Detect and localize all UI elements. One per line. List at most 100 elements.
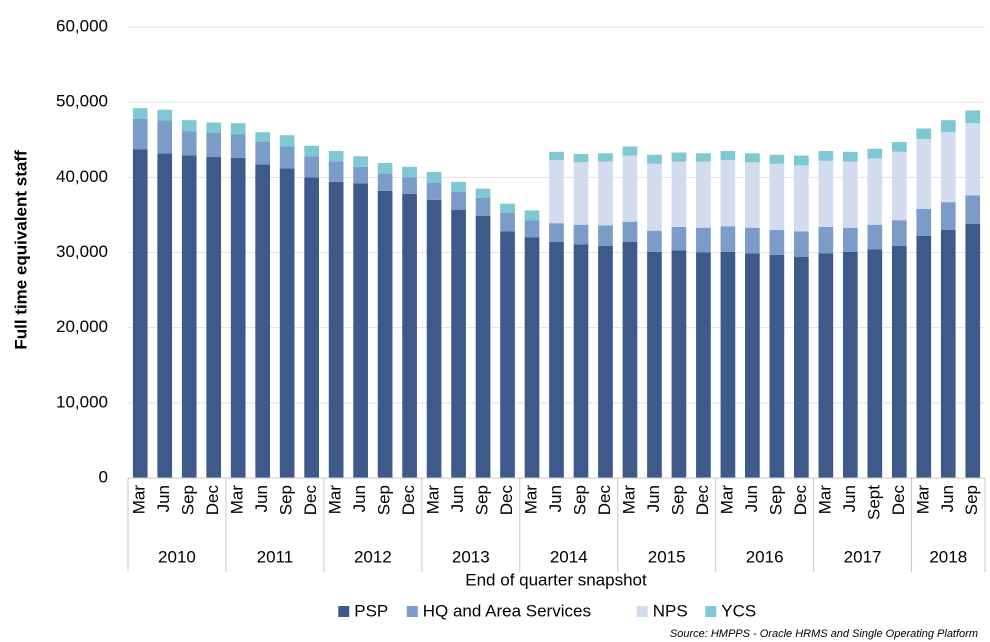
bar-segment (769, 254, 785, 478)
y-tick-label: 30,000 (56, 242, 108, 261)
bar-segment (916, 128, 932, 139)
bar-segment (867, 249, 883, 478)
x-tick-label: Mar (228, 485, 247, 515)
bar-segment (475, 188, 491, 198)
bar-segment (745, 227, 760, 254)
bar-segment (940, 120, 956, 133)
bar-segment (647, 230, 662, 252)
bar-segment (647, 163, 662, 231)
bar-segment (622, 241, 638, 478)
bar-segment (524, 237, 540, 478)
bar-segment (818, 151, 834, 161)
bar-segment (867, 224, 883, 250)
x-tick-label: Jun (644, 485, 663, 512)
bar-segment (304, 156, 319, 178)
y-tick-label: 0 (99, 467, 108, 486)
group-label: 2017 (844, 547, 882, 566)
x-tick-label: Jun (546, 485, 565, 512)
bar-segment (916, 235, 932, 478)
x-tick-label: Sep (375, 485, 394, 515)
x-tick-label: Dec (791, 485, 810, 516)
legend-swatch (338, 606, 350, 617)
bar-segment (157, 153, 173, 478)
bar-segment (940, 132, 956, 203)
bar-segment (745, 153, 760, 163)
x-tick-label: Mar (130, 485, 149, 515)
bar-segment (402, 166, 417, 178)
x-tick-label: Dec (497, 485, 516, 516)
bar-segment (745, 162, 760, 228)
bar-segment (426, 199, 442, 478)
y-tick-label: 10,000 (56, 392, 108, 411)
bar-segment (818, 160, 834, 227)
bar-segment (720, 151, 736, 161)
bar-segment (647, 251, 662, 478)
bar-segment (671, 152, 687, 162)
x-tick-label: Dec (399, 485, 418, 516)
bar-segment (622, 146, 638, 156)
x-tick-label: Mar (619, 485, 638, 515)
bar-segment (255, 164, 271, 478)
bar-segment (181, 131, 197, 156)
bar-segment (549, 160, 564, 224)
bar-segment (328, 181, 344, 479)
x-tick-label: Dec (889, 485, 908, 516)
bar-segment (230, 134, 246, 158)
legend-label: PSP (354, 601, 388, 620)
x-tick-label: Sep (962, 485, 981, 515)
bar-segment (475, 215, 491, 478)
bar-segment (206, 122, 222, 133)
bar-segment (720, 160, 736, 227)
group-label: 2011 (257, 547, 294, 566)
x-tick-label: Jun (350, 485, 369, 512)
legend-label: NPS (653, 601, 688, 620)
x-tick-label: Sep (473, 485, 492, 515)
bar-segment (475, 197, 491, 216)
bar-segment (940, 229, 956, 478)
bar-segment (377, 190, 393, 478)
bar-segment (181, 155, 197, 478)
bar-segment (132, 149, 148, 478)
bar-segment (524, 220, 540, 238)
y-tick-label: 60,000 (56, 16, 108, 35)
bar-segment (377, 163, 393, 174)
x-tick-label: Mar (717, 485, 736, 515)
group-label: 2018 (929, 547, 967, 566)
legend-label: HQ and Area Services (423, 601, 591, 620)
bar-segment (353, 183, 368, 478)
bar-segment (671, 161, 687, 227)
bar-segment (891, 151, 907, 221)
x-tick-label: Dec (301, 485, 320, 516)
bar-segment (818, 253, 834, 478)
x-tick-label: Jun (938, 485, 957, 512)
legend-label: YCS (721, 601, 756, 620)
bar-segment (891, 220, 907, 246)
source: Source: HMPPS - Oracle HRMS and Single O… (670, 628, 978, 640)
y-tick-label: 20,000 (56, 317, 108, 336)
x-tick-label: Sep (668, 485, 687, 515)
bar-segment (696, 153, 711, 162)
bar-segment (573, 162, 589, 225)
bar-segment (965, 123, 981, 196)
group-label: 2012 (354, 547, 392, 566)
x-tick-label: Jun (448, 485, 467, 512)
x-tick-label: Sep (277, 485, 296, 515)
x-tick-label: Mar (913, 485, 932, 515)
bar-segment (891, 245, 907, 478)
bar-segment (549, 241, 564, 478)
bar-segment (696, 252, 711, 478)
bar-segment (304, 145, 319, 157)
bar-segment (598, 161, 613, 226)
bar-segment (891, 142, 907, 152)
group-label: 2010 (158, 547, 196, 566)
bar-segment (132, 118, 148, 150)
bar-segment (402, 177, 417, 194)
bar-segment (818, 226, 834, 254)
bar-segment (279, 135, 295, 147)
x-tick-label: Sep (179, 485, 198, 515)
bar-segment (157, 109, 173, 121)
x-tick-label: Sept (864, 485, 883, 520)
bar-segment (255, 132, 271, 143)
bar-segment (671, 226, 687, 251)
